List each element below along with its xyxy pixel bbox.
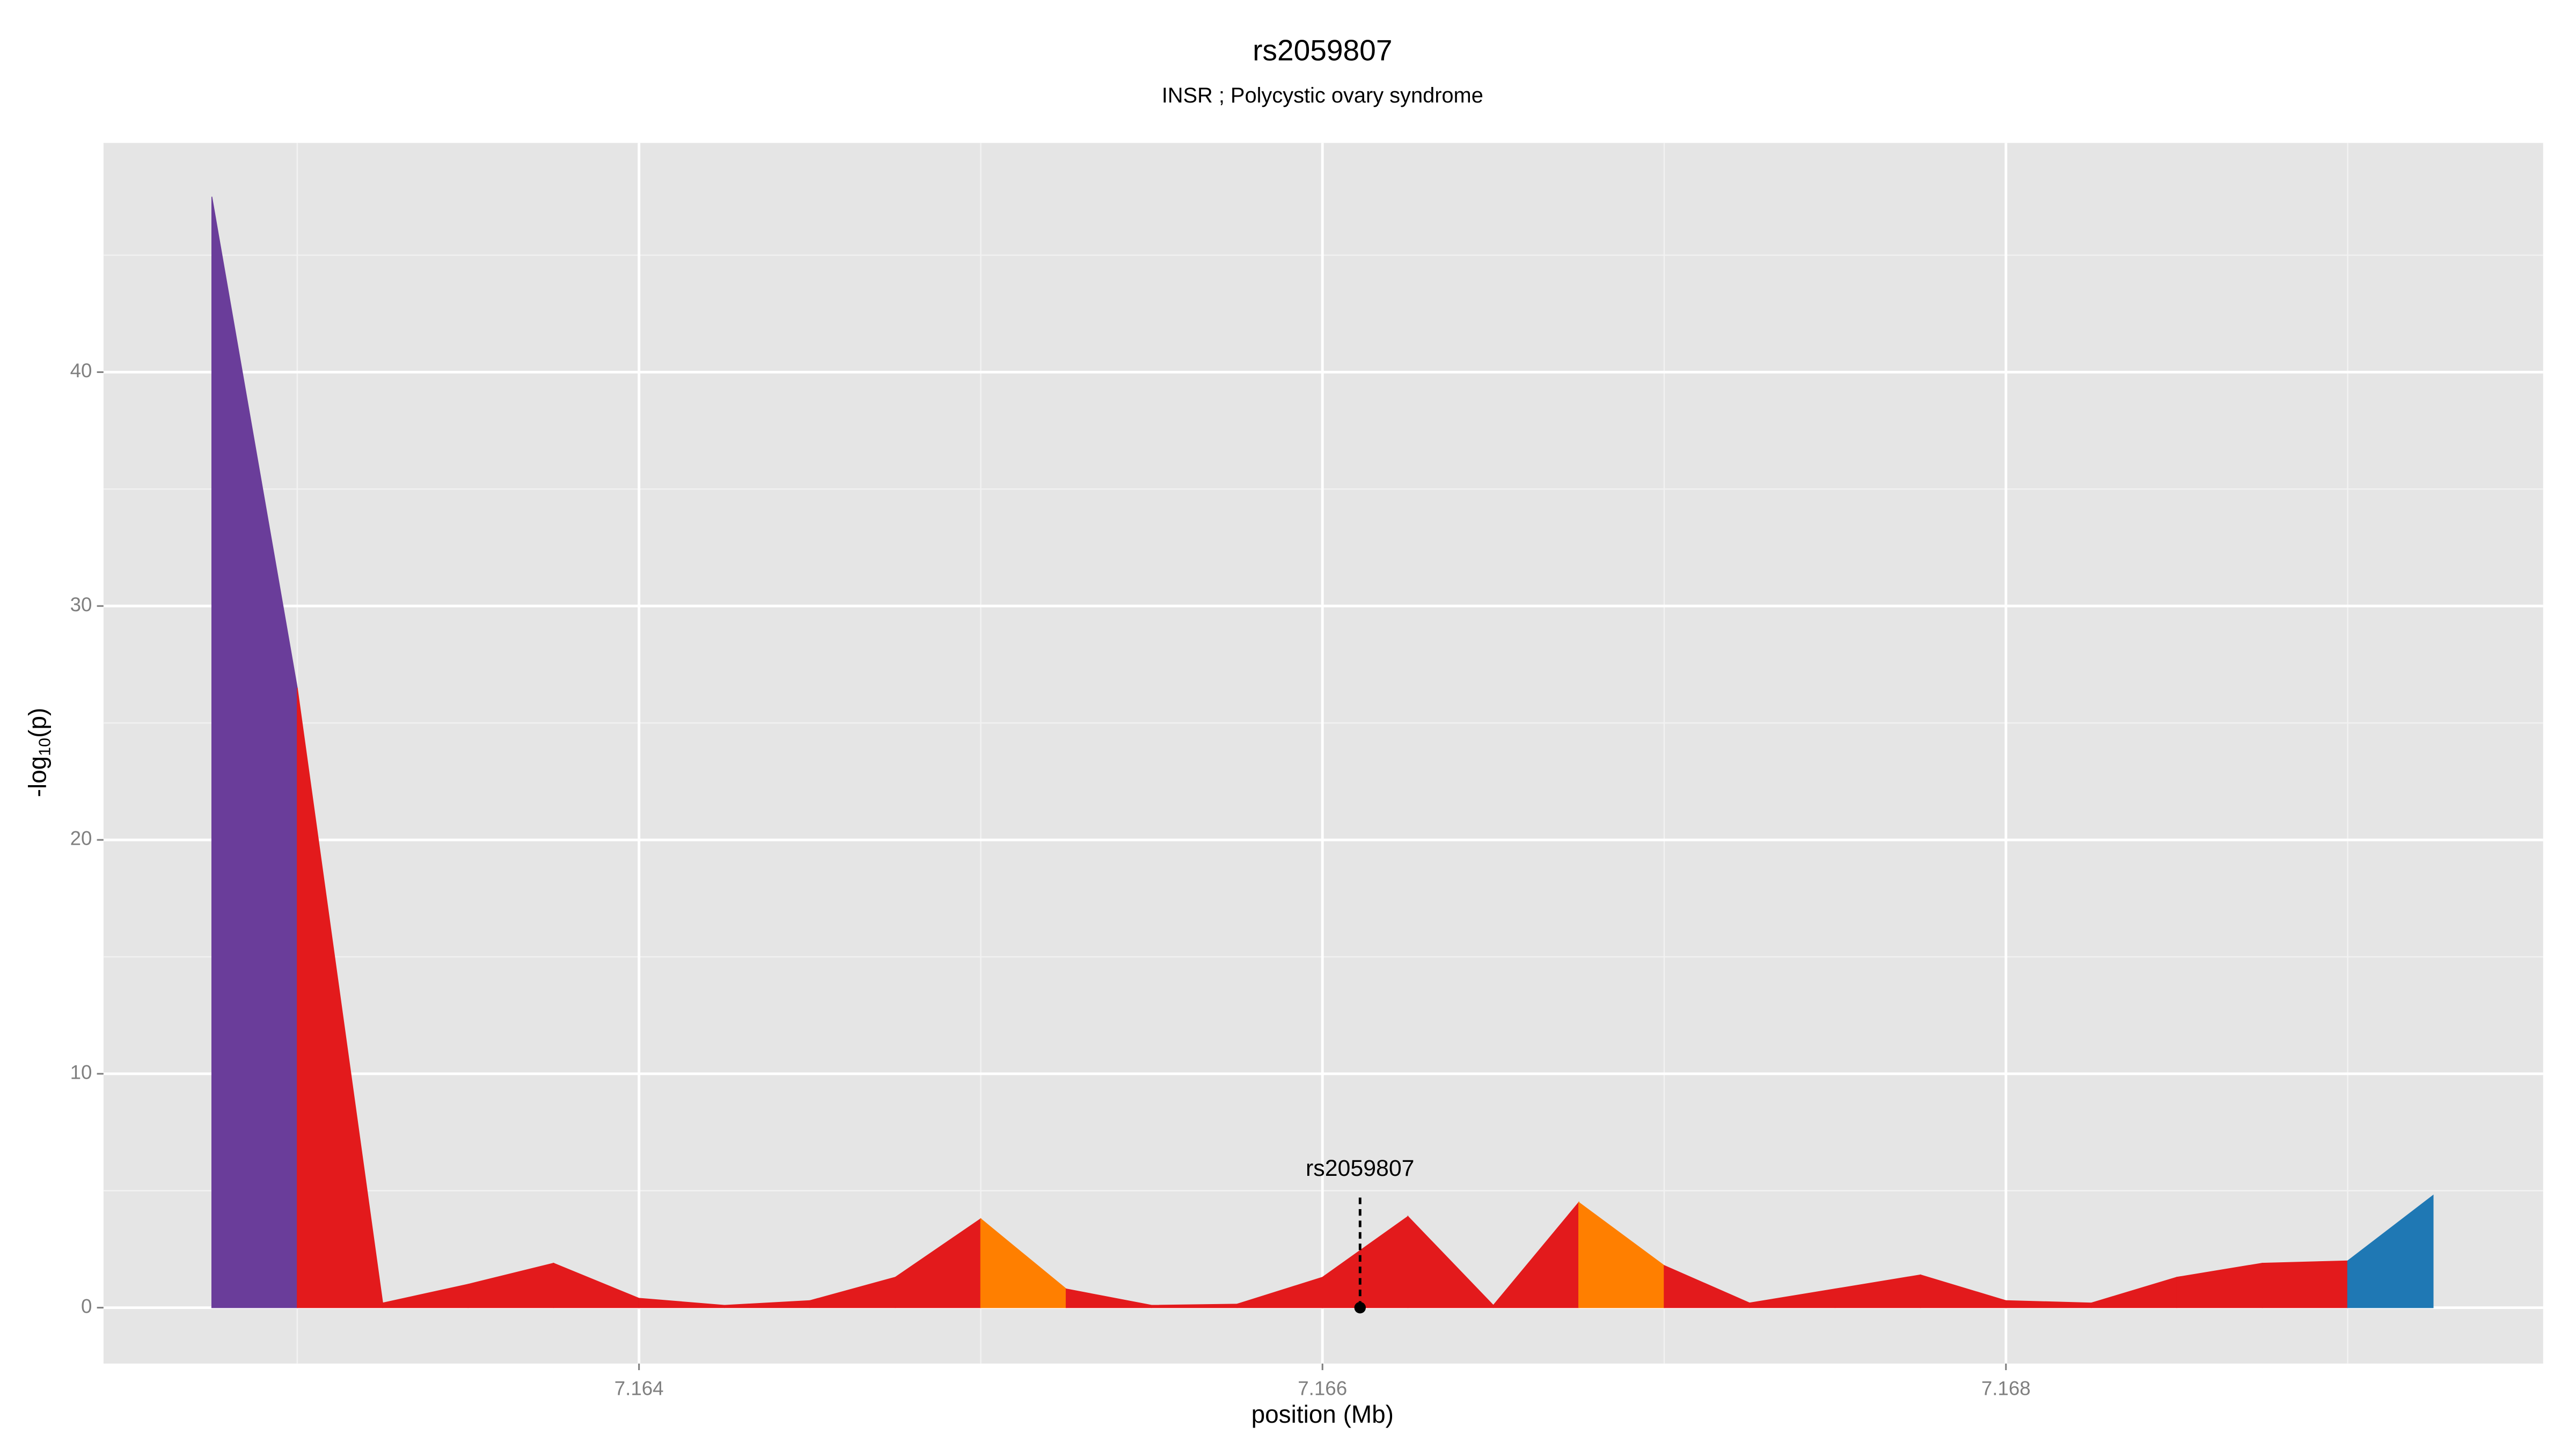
y-axis-title-part: -log [24,756,52,797]
y-axis-title-part: (p) [24,708,52,738]
area-segment [2347,1194,2434,1308]
y-tick-label: 0 [81,1295,92,1317]
x-tick-label: 7.166 [1298,1377,1347,1399]
y-tick-label: 40 [70,360,92,382]
y-tick-label: 10 [70,1062,92,1084]
y-tick-label: 30 [70,594,92,616]
y-axis-title-subscript: 10 [36,738,54,756]
chart-subtitle: INSR ; Polycystic ovary syndrome [1162,84,1483,107]
annotation-point [1354,1301,1366,1314]
annotation-label: rs2059807 [1306,1155,1414,1181]
y-axis-title: -log10(p) [24,708,54,797]
chart-title: rs2059807 [1253,34,1392,67]
x-axis-title: position (Mb) [1252,1400,1394,1428]
x-tick-label: 7.164 [614,1377,664,1399]
y-tick-label: 20 [70,828,92,850]
area-segment [2262,1260,2348,1308]
x-tick-label: 7.168 [1981,1377,2031,1399]
